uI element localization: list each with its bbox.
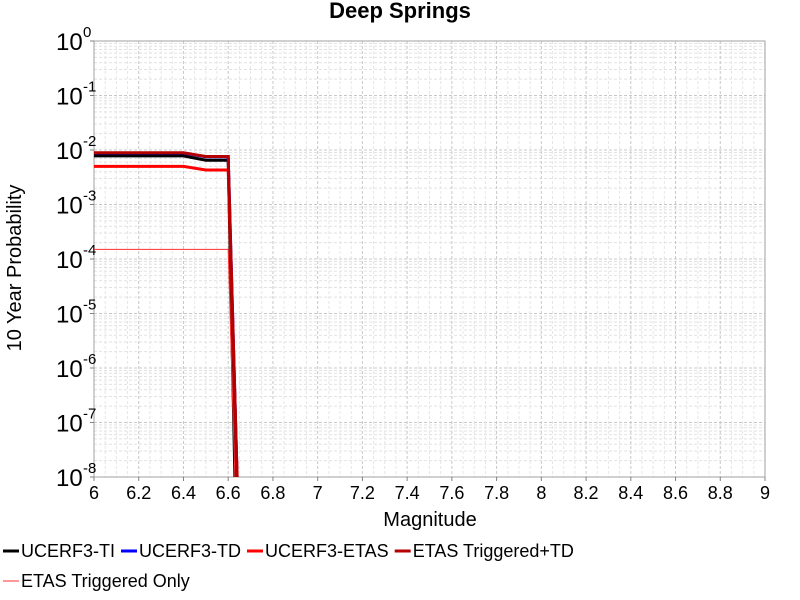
series-lines [94,151,239,478]
y-tick-label: 10 -5 [56,297,96,329]
y-tick-exponent: -3 [83,188,96,205]
y-tick-exponent: -1 [83,79,96,96]
x-tick-label: 6.2 [126,483,151,503]
y-tick-label: 10 0 [56,24,91,56]
y-tick-base: 10 [56,193,83,220]
y-tick-base: 10 [56,138,83,165]
x-tick-label: 7 [313,483,323,503]
x-tick-label: 7.6 [439,483,464,503]
y-tick-exponent: -4 [83,242,96,259]
y-tick-base: 10 [56,411,83,438]
x-tick-label: 6.6 [216,483,241,503]
chart-title: Deep Springs [329,0,471,23]
series-line-5 [94,248,236,478]
legend-label: ETAS Triggered Only [21,571,190,591]
x-tick-label: 8 [536,483,546,503]
y-tick-base: 10 [56,29,83,56]
y-tick-exponent: -6 [83,351,96,368]
legend-label: UCERF3-ETAS [265,541,389,561]
y-tick-base: 10 [56,247,83,274]
legend: UCERF3-TI UCERF3-TD UCERF3-ETAS ETAS Trigge… [3,541,574,591]
legend-item: UCERF3-ETAS [247,541,389,561]
y-tick-base: 10 [56,302,83,329]
x-tick-label: 8.2 [574,483,599,503]
x-tick-label: 6.8 [260,483,285,503]
series-line-2 [94,151,239,478]
y-tick-base: 10 [56,356,83,383]
x-tick-label: 7.8 [484,483,509,503]
x-tick-label: 7.2 [350,483,375,503]
y-tick-label: 10 -2 [56,133,96,165]
legend-label: UCERF3-TI [21,541,115,561]
y-tick-exponent: -7 [83,406,96,423]
y-tick-label: 10 -4 [56,242,96,274]
x-tick-label: 8.6 [663,483,688,503]
y-tick-base: 10 [56,465,83,492]
x-tick-label: 8.4 [618,483,643,503]
y-axis-label: 10 Year Probability [4,185,26,352]
y-tick-exponent: -8 [83,460,96,477]
x-tick-label: 7.4 [395,483,420,503]
legend-item: UCERF3-TI [3,541,115,561]
legend-item: ETAS Triggered Only [3,571,190,591]
y-tick-label: 10 -1 [56,79,96,111]
legend-item: UCERF3-TD [121,541,241,561]
x-tick-label: 8.8 [708,483,733,503]
y-tick-base: 10 [56,84,83,111]
x-tick-label: 6 [89,483,99,503]
y-tick-label: 10 -8 [56,460,96,492]
y-tick-label: 10 -7 [56,406,96,438]
legend-label: UCERF3-TD [139,541,241,561]
y-tick-exponent: 0 [83,24,91,41]
x-axis-ticks: 6 6.2 6.4 6.6 6.8 7 7.2 7.4 7.6 7.8 8 8.2 8.4 8.6 8.8 9 [89,477,770,503]
y-tick-label: 10 -3 [56,188,96,220]
legend-item: ETAS Triggered+TD [394,541,574,561]
x-tick-label: 6.4 [171,483,196,503]
series-line-4 [94,151,239,478]
x-axis-label: Magnitude [383,509,476,531]
y-tick-exponent: -5 [83,297,96,314]
legend-label: ETAS Triggered+TD [413,541,574,561]
y-tick-exponent: -2 [83,133,96,150]
grid [93,41,766,478]
y-tick-label: 10 -6 [56,351,96,383]
x-tick-label: 9 [760,483,770,503]
